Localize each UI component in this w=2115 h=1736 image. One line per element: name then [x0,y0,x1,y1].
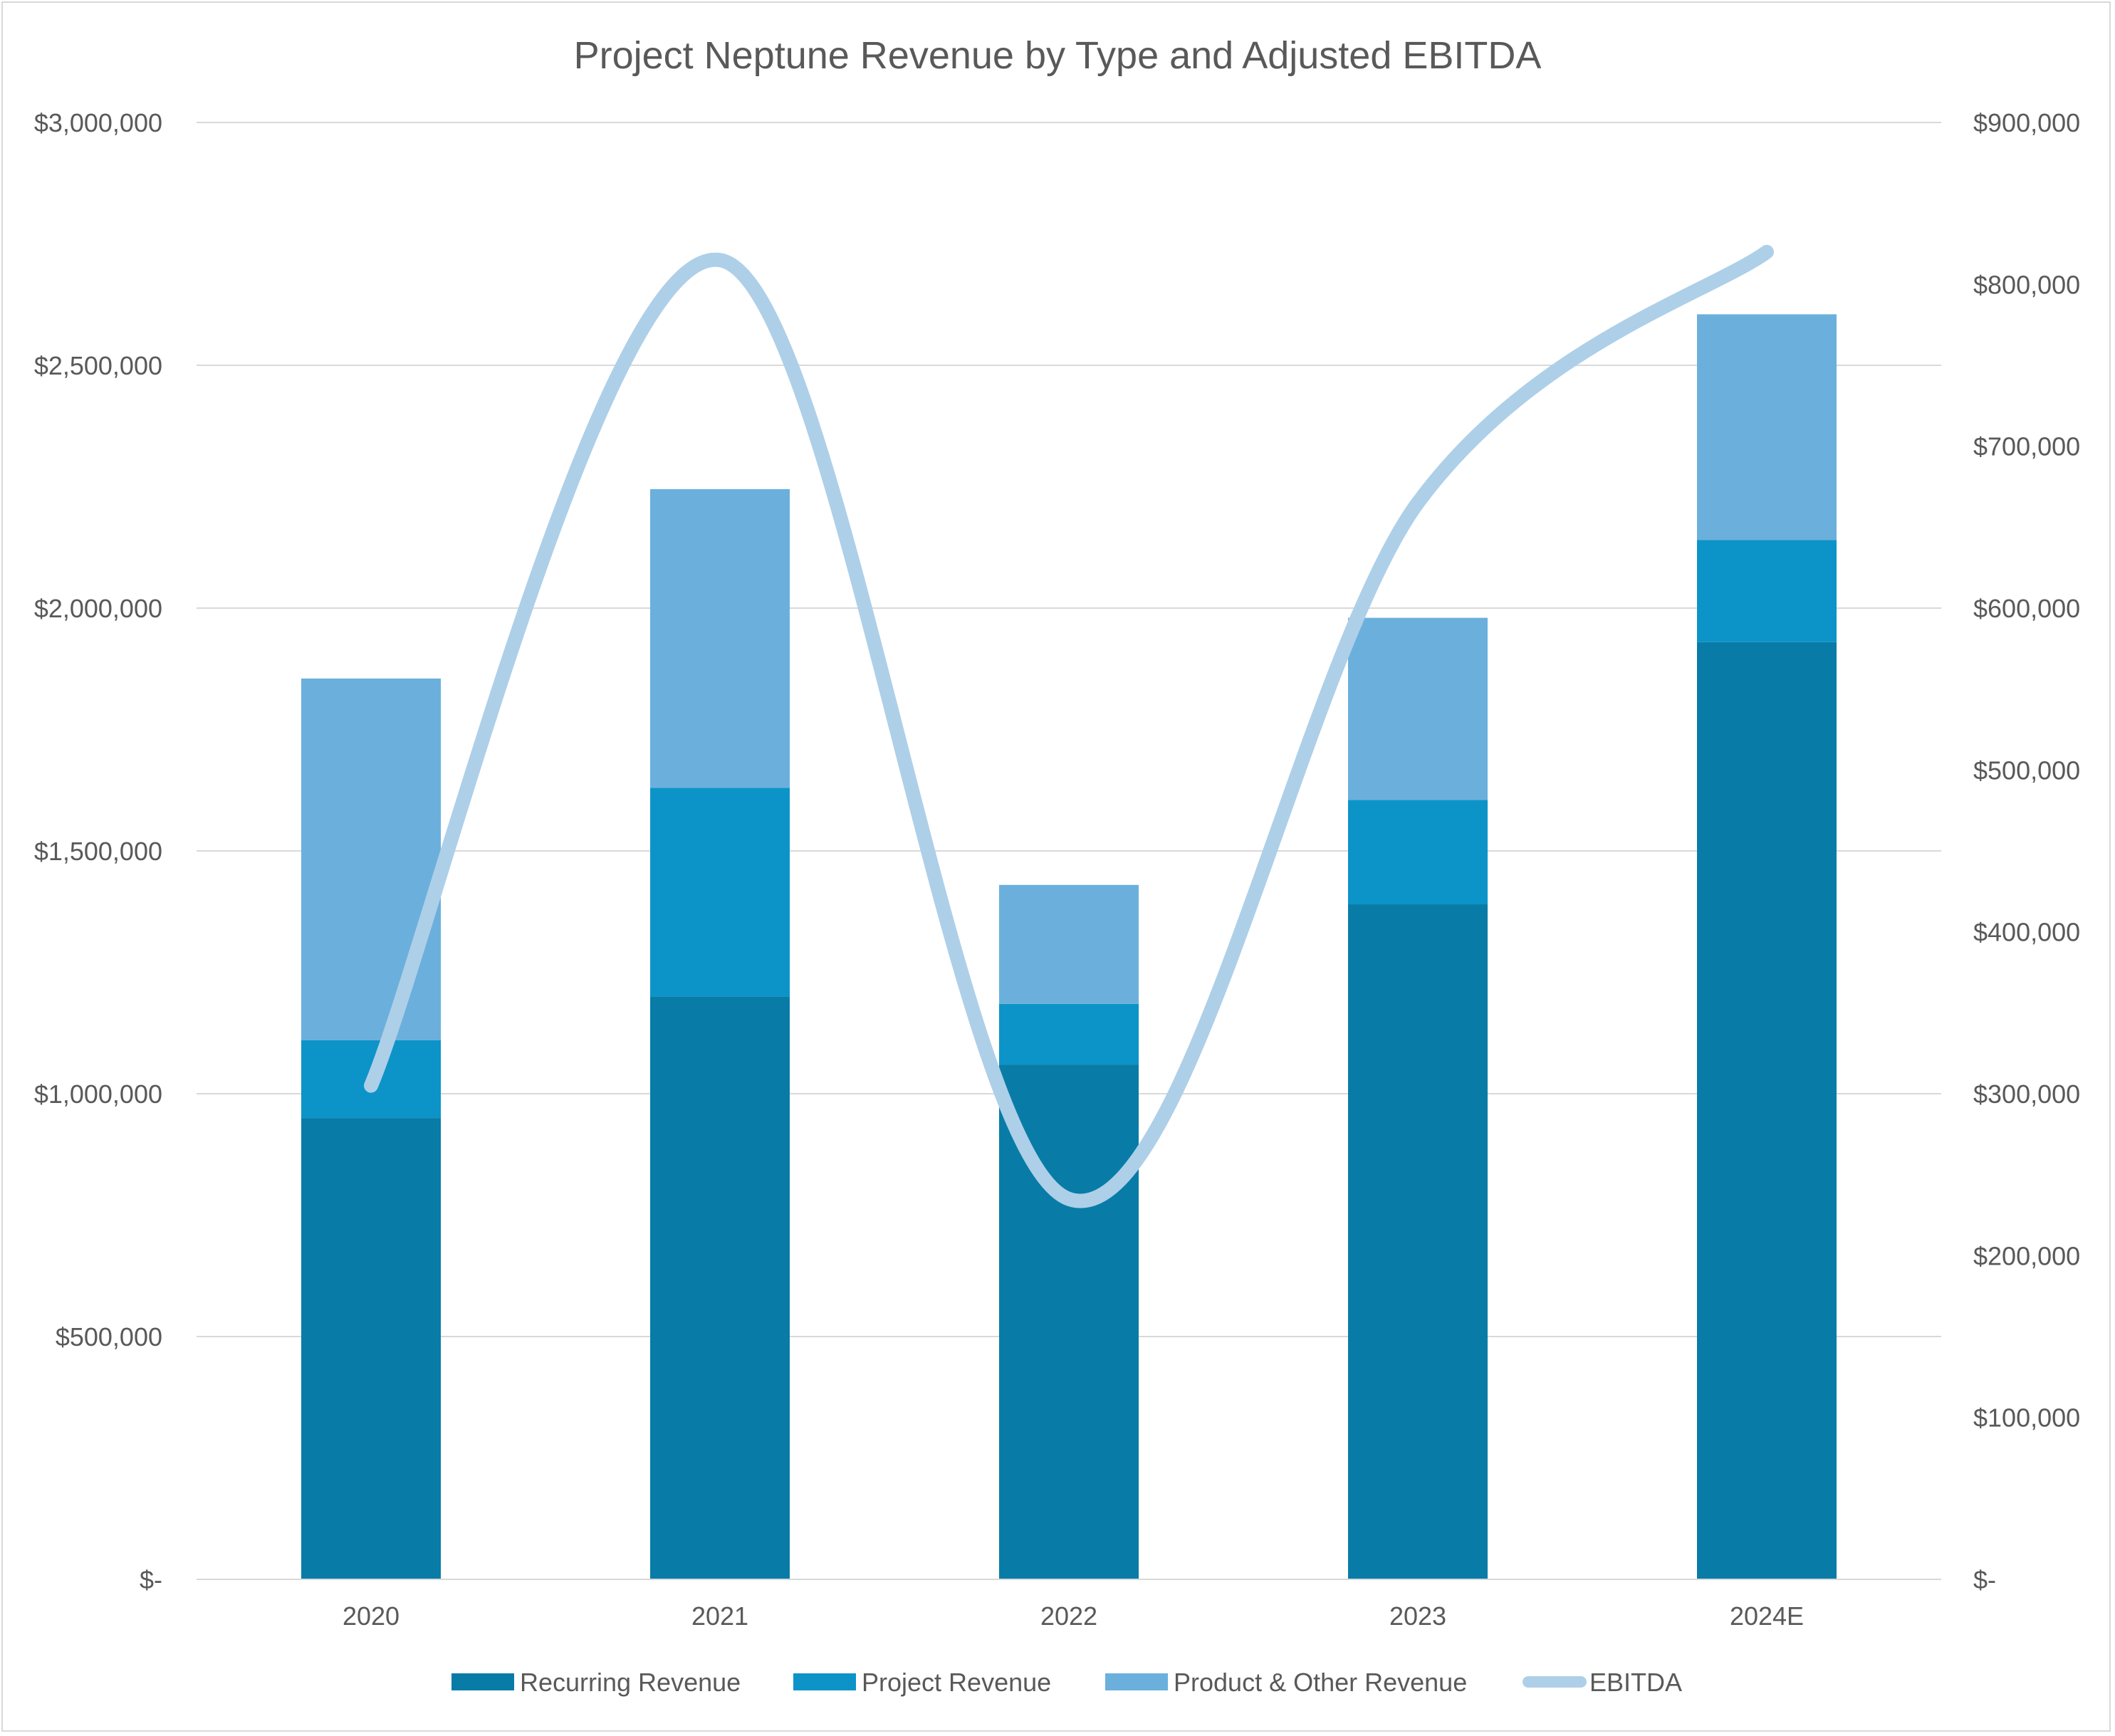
bar-segment [1348,904,1488,1579]
bar-segment [999,884,1139,1004]
ebitda-line [364,244,1774,1208]
right-tick-label: $600,000 [1973,594,2080,623]
right-tick-label: $400,000 [1973,918,2080,947]
right-tick-label: $300,000 [1973,1079,2080,1109]
bar-segment [1697,314,1837,540]
bar-segment [1348,617,1488,800]
right-tick-label: $200,000 [1973,1241,2080,1270]
legend: Recurring Revenue Project Revenue Product … [451,1668,1682,1697]
right-axis-ticks: $- $100,000 $200,000 $300,000 $400,000 $500,0… [1973,108,2080,1594]
bars [301,314,1837,1579]
legend-label: Project Revenue [862,1668,1051,1697]
x-axis-ticks: 2020 2021 2022 2023 2024E [197,1579,1941,1631]
legend-swatch [793,1673,856,1690]
x-tick-label: 2022 [1040,1601,1097,1631]
left-tick-label: $500,000 [56,1322,162,1351]
bar-segment [301,1118,441,1579]
right-tick-label: $100,000 [1973,1403,2080,1433]
right-tick-label: $800,000 [1973,270,2080,299]
right-tick-label: $500,000 [1973,755,2080,785]
bar-segment [301,678,441,1040]
left-tick-label: $1,000,000 [34,1079,162,1109]
bar-segment [1697,540,1837,642]
right-tick-label: $900,000 [1973,108,2080,137]
x-tick-label: 2023 [1389,1601,1446,1631]
bar-segment [650,788,790,997]
bar-segment [1348,800,1488,905]
x-tick-label: 2020 [343,1601,400,1631]
legend-label: Recurring Revenue [520,1668,741,1697]
left-tick-label: $2,500,000 [34,351,162,380]
left-tick-label: $1,500,000 [34,837,162,866]
bar-segment [650,996,790,1579]
bar-segment [999,1003,1139,1065]
chart-title: Project Neptune Revenue by Type and Adju… [574,34,1542,77]
right-tick-label: $700,000 [1973,432,2080,461]
legend-swatch [1105,1673,1168,1690]
left-tick-label: $2,000,000 [34,594,162,623]
left-tick-label: $3,000,000 [34,108,162,137]
right-tick-label: $- [1973,1565,1996,1594]
bar-segment [650,488,790,788]
x-tick-label: 2021 [691,1601,748,1631]
left-tick-label: $- [140,1565,162,1594]
x-tick-label: 2024E [1730,1601,1804,1631]
legend-swatch [451,1673,514,1690]
left-axis-ticks: $- $500,000 $1,000,000 $1,500,000 $2,000,000… [34,108,162,1594]
line-layer [364,244,1774,1208]
legend-label: Product & Other Revenue [1174,1668,1467,1697]
bar-segment [1697,642,1837,1579]
legend-label: EBITDA [1589,1668,1682,1697]
